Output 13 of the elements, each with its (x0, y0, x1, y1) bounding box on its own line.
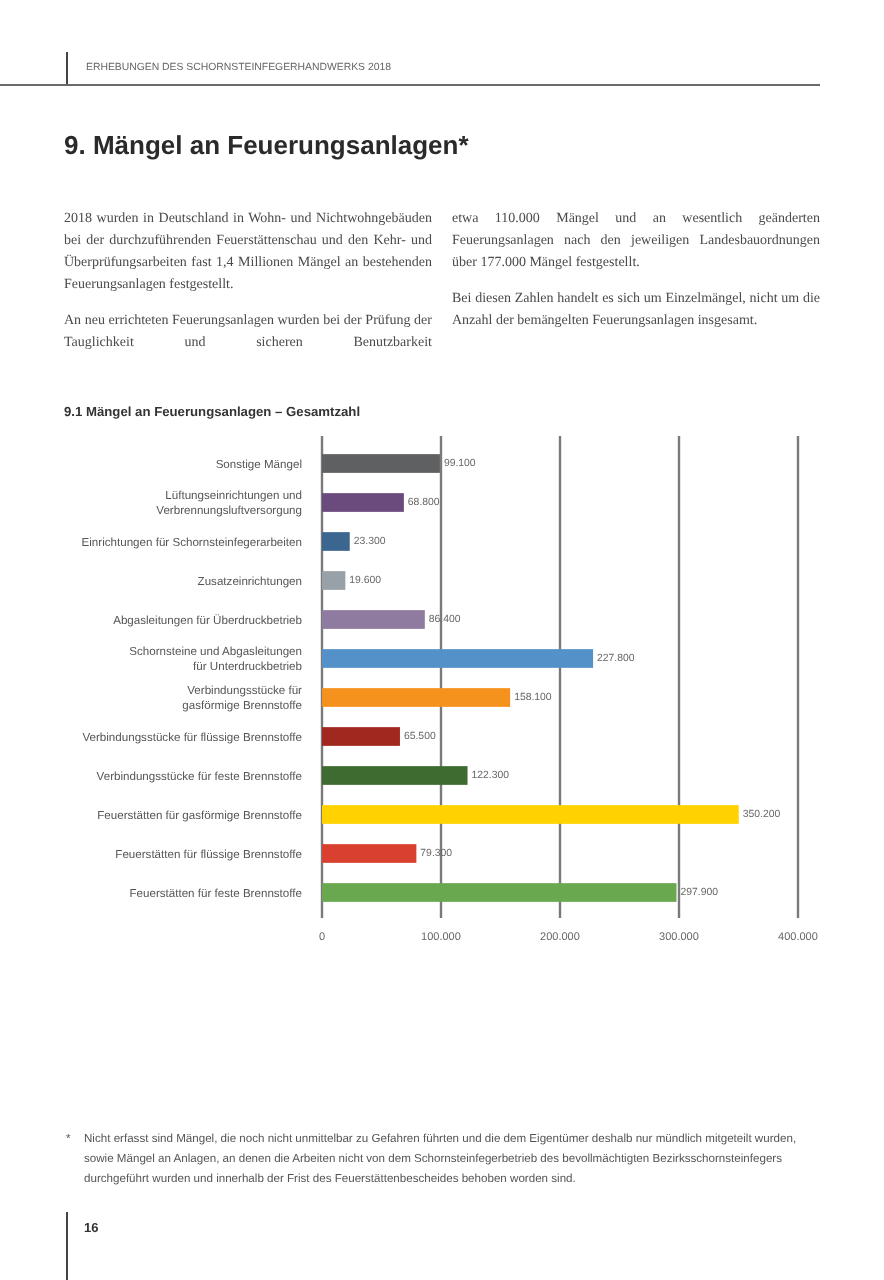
bar (322, 766, 468, 785)
bar (322, 688, 511, 707)
bar (322, 454, 440, 473)
bar (322, 493, 404, 512)
bar (322, 727, 400, 746)
chart-title: 9. Mängel an Feuerungsanlagen* (64, 130, 471, 160)
bar (322, 532, 350, 551)
bar (322, 883, 677, 902)
bar (322, 610, 425, 629)
bar (322, 571, 346, 590)
bar (322, 844, 417, 863)
bar (322, 805, 739, 824)
bar (322, 649, 594, 668)
